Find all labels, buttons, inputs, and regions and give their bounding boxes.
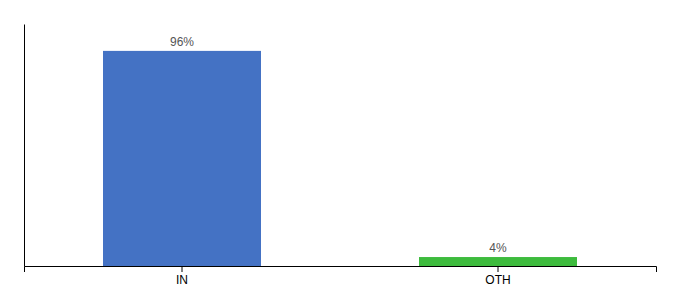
bar xyxy=(419,257,577,266)
chart-svg: 96% 4% IN OTH xyxy=(0,0,680,300)
data-label: 4% xyxy=(489,241,507,255)
x-tick-mark xyxy=(498,266,499,272)
bars xyxy=(103,51,577,266)
x-tick-mark xyxy=(182,266,183,272)
data-labels: 96% 4% xyxy=(170,35,507,255)
x-tick: OTH xyxy=(485,266,510,287)
plot-area: 96% 4% IN OTH xyxy=(25,25,657,287)
x-tick-label: OTH xyxy=(485,273,510,287)
x-axis: IN OTH xyxy=(25,266,657,287)
x-tick: IN xyxy=(176,266,188,287)
bar xyxy=(103,51,261,266)
data-label: 96% xyxy=(170,35,194,49)
chart-container: 96% 4% IN OTH xyxy=(0,0,680,300)
y-axis-line xyxy=(24,25,25,267)
y-axis xyxy=(24,25,25,267)
x-axis-line xyxy=(25,267,657,273)
x-tick-label: IN xyxy=(176,273,188,287)
